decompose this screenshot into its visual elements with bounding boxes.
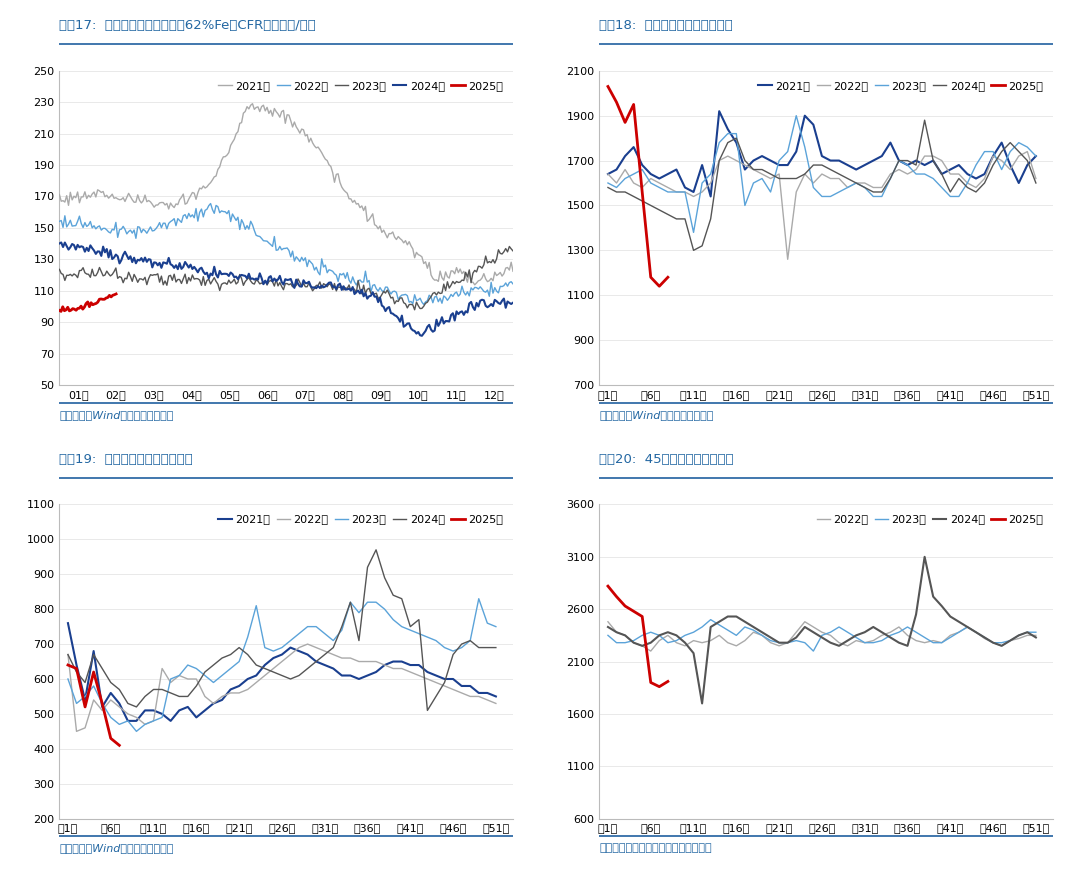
Text: 资料来源：Wind，国盛证券研究所: 资料来源：Wind，国盛证券研究所 bbox=[599, 410, 714, 419]
Text: 图表20:  45港口到港量（万吨）: 图表20: 45港口到港量（万吨） bbox=[599, 452, 734, 466]
Legend: 2021年, 2022年, 2023年, 2024年, 2025年: 2021年, 2022年, 2023年, 2024年, 2025年 bbox=[754, 76, 1048, 96]
Legend: 2021年, 2022年, 2023年, 2024年, 2025年: 2021年, 2022年, 2023年, 2024年, 2025年 bbox=[214, 510, 508, 529]
Text: 图表17:  普氏铁矿石价格指数（62%Fe，CFR）（美元/吨）: 图表17: 普氏铁矿石价格指数（62%Fe，CFR）（美元/吨） bbox=[59, 19, 316, 32]
Text: 资料来源：Wind，国盛证券研究所: 资料来源：Wind，国盛证券研究所 bbox=[59, 410, 174, 419]
Text: 图表18:  澳洲周度发货量（万吨）: 图表18: 澳洲周度发货量（万吨） bbox=[599, 19, 733, 32]
Text: 图表19:  巴西周度发货量（万吨）: 图表19: 巴西周度发货量（万吨） bbox=[59, 452, 193, 466]
Text: 资料来源：Wind，国盛证券研究所: 资料来源：Wind，国盛证券研究所 bbox=[59, 843, 174, 853]
Legend: 2022年, 2023年, 2024年, 2025年: 2022年, 2023年, 2024年, 2025年 bbox=[812, 510, 1048, 529]
Legend: 2021年, 2022年, 2023年, 2024年, 2025年: 2021年, 2022年, 2023年, 2024年, 2025年 bbox=[214, 76, 508, 96]
Text: 资料来源：钢联数据，国盛证券研究所: 资料来源：钢联数据，国盛证券研究所 bbox=[599, 843, 712, 853]
